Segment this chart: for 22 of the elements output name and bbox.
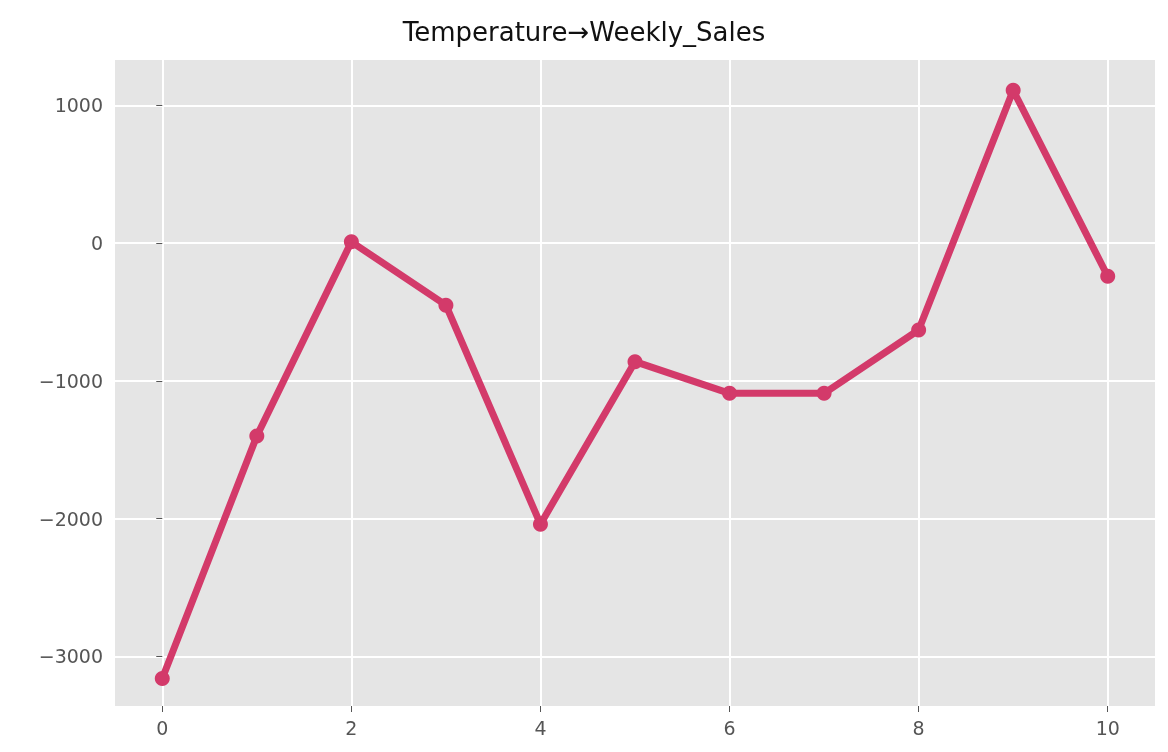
point: [911, 322, 927, 338]
x-tick-label: 8: [912, 716, 925, 739]
x-tick-label: 0: [156, 716, 169, 739]
point: [816, 385, 832, 401]
x-tick-label: 4: [534, 716, 547, 739]
y-tick-label: −2000: [38, 507, 103, 530]
x-tick-label: 2: [345, 716, 358, 739]
point: [438, 297, 454, 313]
y-tick-label: −3000: [38, 645, 103, 668]
point: [249, 428, 265, 444]
chart-title: Temperature→Weekly_Sales: [401, 17, 766, 47]
point: [722, 385, 738, 401]
point: [343, 234, 359, 250]
y-tick-label: 0: [90, 232, 103, 255]
point: [1005, 82, 1021, 98]
x-tick-label: 10: [1095, 716, 1120, 739]
point: [1100, 268, 1116, 284]
x-tick-label: 6: [723, 716, 736, 739]
y-tick-label: −1000: [38, 369, 103, 392]
point: [627, 354, 643, 370]
point: [154, 670, 170, 686]
y-tick-label: 1000: [54, 94, 103, 117]
